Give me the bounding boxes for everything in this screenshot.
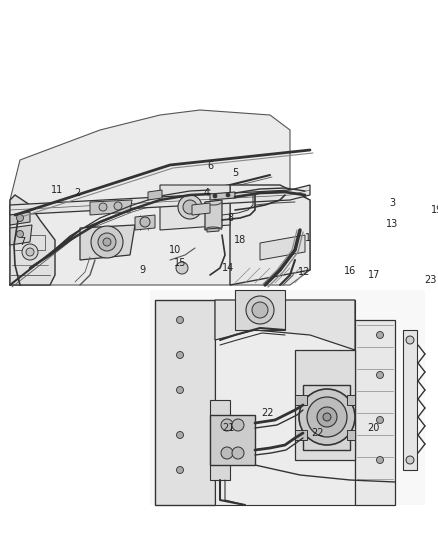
Circle shape: [377, 332, 384, 338]
Circle shape: [177, 386, 184, 393]
Text: 10: 10: [169, 245, 181, 255]
Circle shape: [246, 296, 274, 324]
Circle shape: [17, 214, 24, 222]
Polygon shape: [210, 192, 235, 200]
Circle shape: [323, 413, 331, 421]
Text: 2: 2: [74, 188, 80, 198]
Polygon shape: [303, 385, 350, 450]
Circle shape: [103, 238, 111, 246]
Polygon shape: [403, 330, 417, 470]
Text: 20: 20: [367, 423, 379, 433]
Polygon shape: [215, 300, 355, 350]
Polygon shape: [10, 225, 32, 245]
Circle shape: [91, 226, 123, 258]
Circle shape: [177, 466, 184, 473]
Circle shape: [377, 416, 384, 424]
Polygon shape: [210, 415, 255, 465]
Text: 22: 22: [312, 428, 324, 438]
Circle shape: [17, 230, 24, 238]
Text: 4: 4: [204, 188, 210, 198]
Polygon shape: [347, 395, 355, 405]
Circle shape: [176, 262, 188, 274]
Circle shape: [299, 389, 355, 445]
Circle shape: [252, 302, 268, 318]
Polygon shape: [148, 190, 162, 200]
Circle shape: [232, 419, 244, 431]
Circle shape: [26, 248, 34, 256]
Polygon shape: [90, 200, 132, 215]
Text: 6: 6: [207, 161, 213, 171]
Text: 7: 7: [19, 237, 25, 247]
Circle shape: [406, 336, 414, 344]
Text: 22: 22: [262, 408, 274, 418]
Text: 16: 16: [344, 266, 356, 276]
Polygon shape: [347, 430, 355, 440]
Circle shape: [221, 419, 233, 431]
Polygon shape: [295, 430, 307, 440]
Text: 5: 5: [232, 168, 238, 178]
Circle shape: [226, 193, 230, 197]
Circle shape: [177, 351, 184, 359]
Circle shape: [177, 432, 184, 439]
Polygon shape: [355, 320, 395, 505]
Polygon shape: [10, 195, 55, 285]
Circle shape: [178, 195, 202, 219]
Text: 12: 12: [298, 267, 310, 277]
Polygon shape: [160, 185, 230, 230]
Circle shape: [99, 203, 107, 211]
Polygon shape: [215, 300, 355, 505]
Text: 23: 23: [424, 275, 436, 285]
Circle shape: [406, 456, 414, 464]
Circle shape: [114, 202, 122, 210]
Text: 19: 19: [431, 205, 438, 215]
Circle shape: [377, 372, 384, 378]
Circle shape: [213, 194, 217, 198]
Circle shape: [307, 397, 347, 437]
Polygon shape: [155, 300, 215, 505]
Circle shape: [183, 200, 197, 214]
Polygon shape: [235, 290, 285, 330]
Polygon shape: [150, 290, 425, 505]
Text: 15: 15: [174, 258, 186, 268]
Polygon shape: [205, 200, 222, 230]
Polygon shape: [192, 203, 210, 215]
Text: 18: 18: [234, 235, 246, 245]
Polygon shape: [80, 225, 135, 260]
Text: 14: 14: [222, 263, 234, 273]
Circle shape: [377, 456, 384, 464]
Polygon shape: [260, 235, 305, 260]
Circle shape: [221, 447, 233, 459]
Polygon shape: [207, 228, 219, 232]
Circle shape: [22, 244, 38, 260]
Text: 1: 1: [305, 233, 311, 243]
Text: 21: 21: [222, 423, 234, 433]
Text: 8: 8: [227, 213, 233, 223]
Polygon shape: [230, 185, 310, 285]
Text: 11: 11: [51, 185, 63, 195]
Text: 13: 13: [386, 219, 398, 229]
Text: 3: 3: [389, 198, 395, 208]
Polygon shape: [10, 185, 310, 215]
Circle shape: [177, 317, 184, 324]
Polygon shape: [10, 212, 30, 225]
Polygon shape: [210, 400, 230, 480]
Polygon shape: [295, 350, 355, 460]
Polygon shape: [135, 215, 155, 230]
Text: 17: 17: [368, 270, 380, 280]
Text: 9: 9: [139, 265, 145, 275]
Circle shape: [98, 233, 116, 251]
Circle shape: [140, 217, 150, 227]
Circle shape: [232, 447, 244, 459]
Circle shape: [317, 407, 337, 427]
Polygon shape: [295, 395, 307, 405]
Polygon shape: [10, 110, 310, 285]
